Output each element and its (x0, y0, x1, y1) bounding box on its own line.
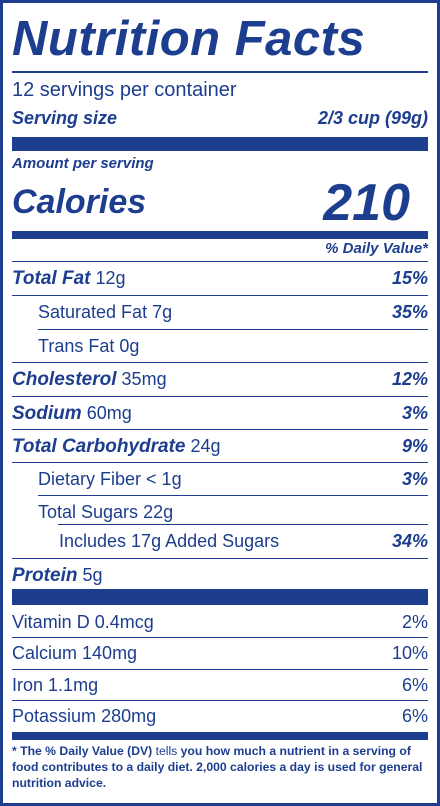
nutrient-name: Trans Fat (38, 336, 115, 356)
vitamin-amount: 0.4mcg (94, 612, 154, 632)
servings-per-container: 12 servings per container (12, 79, 428, 102)
serving-size-value: 2/3 cup (99g) (317, 108, 428, 128)
divider-line (12, 462, 428, 463)
nutrient-name: Dietary Fiber (38, 469, 142, 489)
divider-medium (12, 732, 428, 740)
divider-line (38, 329, 428, 330)
vitamin-row-potassium: Potassium 280mg 6% (12, 701, 428, 732)
nutrient-name: Protein (12, 564, 78, 586)
nutrient-name: Sodium (12, 402, 82, 424)
label-title: Nutrition Facts (12, 12, 366, 66)
nutrient-amount: 0g (119, 336, 140, 356)
nutrient-name: Total Sugars (38, 502, 139, 522)
calories-value: 210 (323, 174, 410, 232)
vitamin-name: Potassium (12, 706, 97, 726)
label-content: Nutrition Facts 12 servings per containe… (12, 3, 428, 803)
vitamin-amount: 1.1mg (48, 675, 99, 695)
nutrient-row-saturated-fat: Saturated Fat 7g 35% (12, 296, 428, 329)
footnote-part1: * The % Daily Value (DV) (12, 744, 153, 758)
nutrient-name: Cholesterol (12, 368, 117, 390)
amount-per-serving-text: Amount per serving (12, 155, 154, 172)
daily-value-header: % Daily Value* (12, 240, 428, 257)
nutrient-dv: 9% (401, 436, 428, 456)
divider-line (38, 495, 428, 496)
nutrient-row-trans-fat: Trans Fat 0g (12, 330, 428, 363)
vitamin-name: Vitamin D (12, 612, 90, 632)
nutrient-amount: 60mg (86, 402, 132, 423)
nutrient-row-added-sugars: Includes 17g Added Sugars 34% (12, 525, 428, 558)
nutrient-amount: 22g (143, 502, 174, 522)
nutrient-dv: 3% (401, 469, 428, 489)
serving-size-label: Serving size (12, 108, 118, 128)
footnote-part2: tells (152, 744, 181, 758)
vitamin-row-vitamin-d: Vitamin D 0.4mcg 2% (12, 607, 428, 638)
divider-line (12, 558, 428, 559)
nutrient-amount: < 1g (146, 469, 182, 489)
vitamin-row-calcium: Calcium 140mg 10% (12, 638, 428, 669)
nutrient-dv: 15% (391, 268, 428, 288)
nutrient-amount: 7g (152, 302, 173, 322)
serving-size-row: Serving size 2/3 cup (99g) (12, 108, 428, 129)
nutrient-row-sodium: Sodium 60mg 3% (12, 397, 428, 430)
vitamin-name: Calcium (12, 643, 78, 663)
divider-line (12, 396, 428, 397)
nutrient-amount: 12g (95, 267, 126, 288)
divider-line (12, 700, 428, 701)
divider-line (12, 429, 428, 430)
divider-line (12, 637, 428, 638)
nutrient-dv: 3% (401, 403, 428, 423)
nutrient-row-dietary-fiber: Dietary Fiber < 1g 3% (12, 463, 428, 496)
nutrient-name: Total Fat (12, 267, 91, 289)
servings-text: 12 servings per container (12, 79, 237, 101)
divider-thick (12, 589, 428, 605)
nutrient-row-cholesterol: Cholesterol 35mg 12% (12, 363, 428, 396)
vitamin-dv: 6% (401, 675, 428, 695)
divider-line (58, 524, 428, 525)
divider-thick (12, 137, 428, 151)
nutrient-dv: 12% (391, 369, 428, 389)
daily-value-header-text: % Daily Value* (325, 240, 428, 257)
vitamin-dv: 2% (401, 612, 428, 632)
nutrient-name: Includes 17g Added Sugars (59, 531, 280, 551)
nutrient-dv: 35% (391, 302, 428, 322)
divider-line (12, 669, 428, 670)
divider-line (12, 362, 428, 363)
nutrient-row-total-sugars: Total Sugars 22g (12, 496, 428, 529)
vitamin-name: Iron (12, 675, 44, 695)
nutrient-amount: 5g (82, 564, 103, 585)
nutrient-amount: 35mg (121, 368, 167, 389)
footnote: * The % Daily Value (DV) tells you how m… (12, 743, 428, 791)
vitamin-row-iron: Iron 1.1mg 6% (12, 670, 428, 701)
divider-thin (12, 71, 428, 73)
nutrient-dv: 34% (391, 531, 428, 551)
nutrient-row-total-carbohydrate: Total Carbohydrate 24g 9% (12, 430, 428, 463)
nutrient-name: Total Carbohydrate (12, 435, 186, 457)
nutrient-row-protein: Protein 5g (12, 559, 428, 592)
divider-medium (12, 231, 428, 239)
vitamin-amount: 280mg (101, 706, 157, 726)
vitamin-dv: 6% (401, 706, 428, 726)
divider-line (12, 261, 428, 262)
footnote-part3: you how much a nutrient in a serving of … (12, 744, 423, 790)
nutrient-name: Saturated Fat (38, 302, 148, 322)
calories-label: Calories (12, 183, 147, 221)
nutrient-row-total-fat: Total Fat 12g 15% (12, 262, 428, 295)
vitamin-amount: 140mg (82, 643, 138, 663)
vitamin-dv: 10% (391, 643, 428, 663)
amount-per-serving: Amount per serving (12, 155, 428, 172)
nutrient-amount: 24g (190, 435, 221, 456)
divider-line (12, 295, 428, 296)
